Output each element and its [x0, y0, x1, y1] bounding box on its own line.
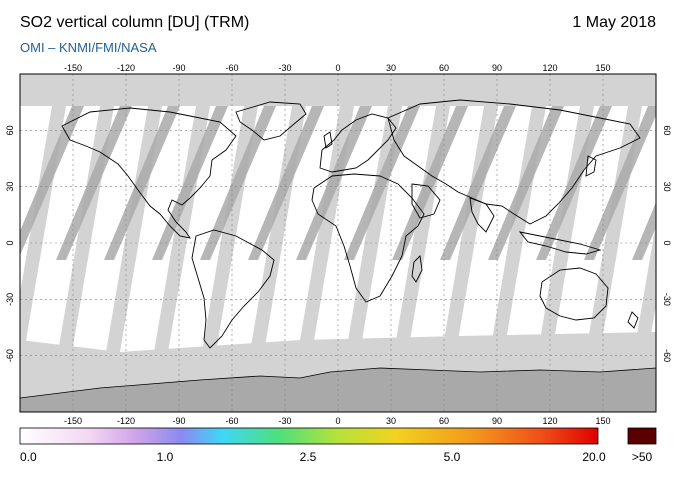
europe — [319, 113, 397, 173]
lon-tick-label: 150 — [595, 63, 610, 73]
map-title: SO2 vertical column [DU] (TRM) — [20, 14, 250, 31]
orbit-overlap — [152, 106, 228, 260]
lon-tick-label: -120 — [117, 63, 135, 73]
orbit-overlap — [56, 106, 132, 260]
lon-tick-label: 30 — [386, 416, 396, 426]
uk — [323, 131, 333, 149]
colorbar-label: 1.0 — [156, 450, 174, 464]
orbit-gap — [634, 223, 656, 352]
lon-tick-label: -30 — [278, 63, 291, 73]
lon-tick-label: 90 — [492, 63, 502, 73]
map-date: 1 May 2018 — [572, 14, 656, 31]
japan — [585, 155, 597, 177]
orbit-overlap — [296, 106, 372, 260]
lon-tick-label: -120 — [117, 416, 135, 426]
australia — [539, 267, 609, 321]
orbit-overlap — [536, 106, 612, 260]
lon-tick-label: -150 — [64, 63, 82, 73]
south-america — [191, 229, 275, 349]
lat-tick-label: 60 — [5, 125, 15, 135]
lon-tick-label: 0 — [335, 63, 340, 73]
lon-tick-label: 120 — [542, 416, 557, 426]
coastlines — [61, 99, 641, 349]
lon-ticks-bottom: -150 -120 -90 -60 -30 0 30 60 90 120 150 — [64, 416, 611, 426]
lat-tick-label: -60 — [662, 349, 672, 362]
orbit-overlap — [488, 106, 564, 260]
lon-tick-label: 0 — [335, 416, 340, 426]
lat-tick-label: 30 — [662, 182, 672, 192]
madagascar — [411, 255, 423, 283]
colorbar-label: 5.0 — [443, 450, 461, 464]
north-america — [61, 107, 237, 239]
africa — [311, 173, 425, 303]
lon-tick-label: -30 — [278, 416, 291, 426]
data-credit: OMI – KNMI/FMI/NASA — [20, 40, 157, 55]
orbit-overlap — [392, 106, 468, 260]
orbit-overlap — [200, 106, 276, 260]
india — [469, 197, 495, 233]
colorbar-label: 2.5 — [299, 450, 317, 464]
lon-tick-label: 60 — [439, 416, 449, 426]
orbit-overlap — [344, 106, 420, 260]
orbit-overlaps — [20, 106, 656, 260]
orbit-overlap — [632, 202, 656, 260]
lat-tick-label: 60 — [662, 125, 672, 135]
lat-tick-label: 0 — [662, 240, 672, 245]
orbit-overlap — [104, 106, 180, 260]
lon-tick-label: -60 — [225, 416, 238, 426]
lat-tick-label: -30 — [5, 293, 15, 306]
arabia — [411, 183, 441, 219]
lon-tick-label: 30 — [386, 63, 396, 73]
map-frame — [19, 73, 657, 413]
orbit-overlap — [20, 106, 84, 256]
colorbar-label: 20.0 — [582, 450, 606, 464]
lon-tick-label: 60 — [439, 63, 449, 73]
orbit-overlap — [248, 106, 324, 260]
lon-tick-label: 150 — [595, 416, 610, 426]
lat-tick-label: -30 — [662, 293, 672, 306]
lon-ticks-top: -150 -120 -90 -60 -30 0 30 60 90 120 150 — [64, 63, 611, 73]
lon-tick-label: 120 — [542, 63, 557, 73]
orbit-overlap — [584, 106, 656, 260]
lat-tick-label: 0 — [5, 240, 15, 245]
graticule — [20, 74, 656, 412]
lon-tick-label: -60 — [225, 63, 238, 73]
colorbar-overflow-label: >50 — [631, 450, 653, 464]
new-zealand — [627, 311, 639, 329]
lat-ticks-left: 60 30 0 -30 -60 — [5, 125, 15, 362]
greenland — [235, 101, 307, 141]
asia — [387, 99, 641, 225]
lat-ticks-right: 60 30 0 -30 -60 — [662, 125, 672, 362]
southeast-asia-islands — [518, 231, 602, 255]
lon-tick-label: -150 — [64, 416, 82, 426]
lon-tick-label: -90 — [172, 63, 185, 73]
colorbar — [19, 427, 599, 445]
lon-tick-label: 90 — [492, 416, 502, 426]
lat-tick-label: -60 — [5, 349, 15, 362]
lat-tick-label: 30 — [5, 182, 15, 192]
lon-tick-label: -90 — [172, 416, 185, 426]
colorbar-label: 0.0 — [20, 450, 37, 464]
colorbar-overflow-box — [627, 427, 657, 445]
